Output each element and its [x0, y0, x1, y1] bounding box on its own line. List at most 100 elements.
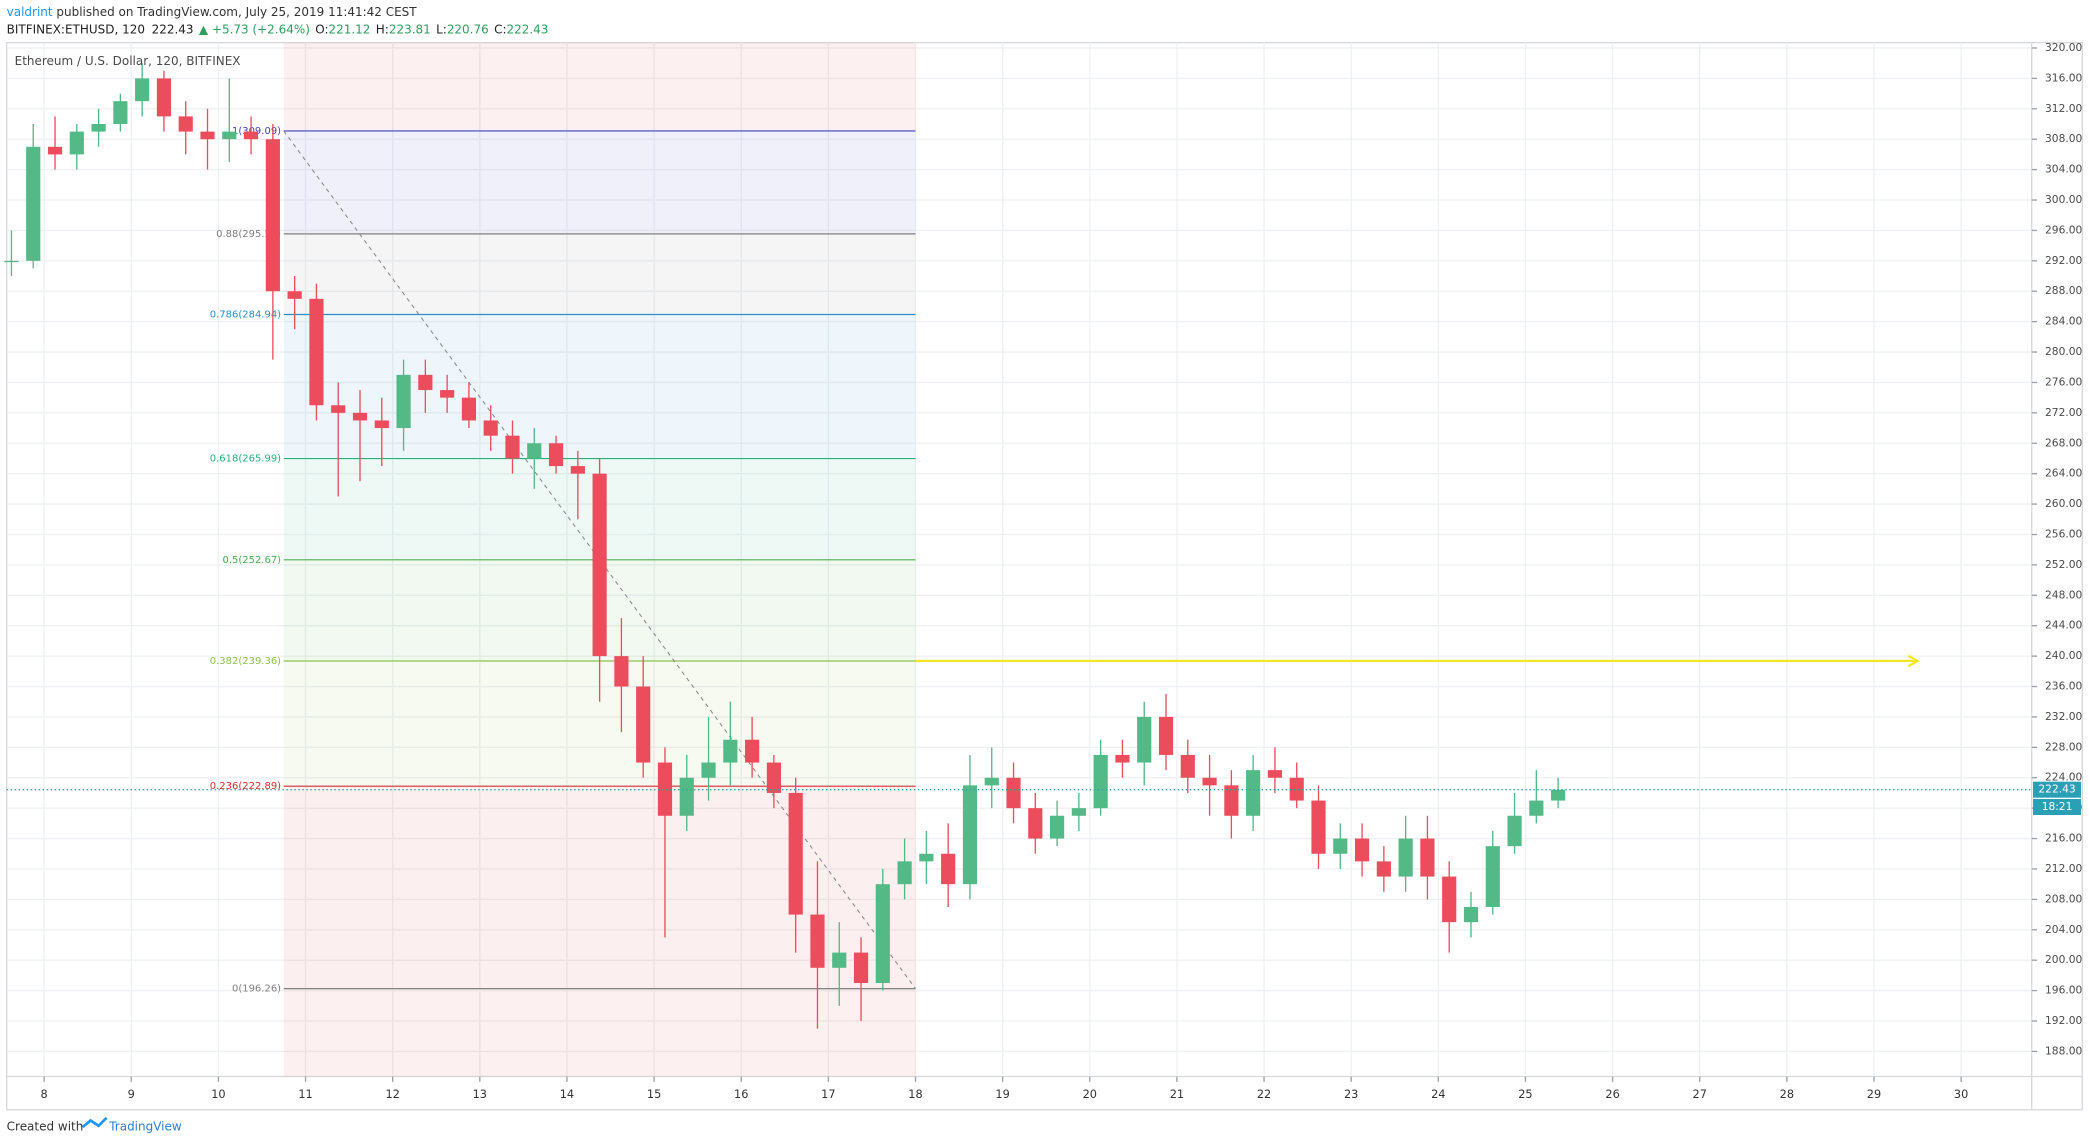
- candle-body: [1071, 808, 1086, 816]
- candle-body: [352, 412, 368, 421]
- fib-zone: [283, 988, 916, 1077]
- ohlc-value: 223.81: [389, 22, 431, 36]
- y-tick-label: 268.00: [2045, 436, 2082, 449]
- ohlc-key: C:: [494, 22, 506, 36]
- candle-body: [505, 435, 520, 459]
- fib-label: 0.88(295.55): [216, 229, 281, 240]
- candle-body: [1246, 770, 1261, 816]
- fib-label: 0.618(265.99): [210, 454, 281, 465]
- candle-body: [984, 777, 999, 786]
- y-tick-label: 240.00: [2045, 649, 2082, 662]
- publish-line: valdrint published on TradingView.com, J…: [7, 5, 418, 19]
- ohlc-key: O:: [315, 22, 328, 36]
- x-tick-label: 27: [1693, 1087, 1707, 1101]
- candle-body: [396, 374, 411, 429]
- candle-body: [897, 861, 912, 885]
- candle-body: [1202, 777, 1217, 786]
- y-tick-label: 224.00: [2045, 771, 2082, 784]
- quote-change: ▲ +5.73 (+2.64%): [199, 22, 310, 36]
- x-tick-label: 15: [647, 1087, 661, 1101]
- y-tick-label: 212.00: [2045, 862, 2082, 875]
- arrow-head: [1907, 654, 1920, 668]
- fib-label: 1(309.09): [232, 126, 281, 137]
- y-tick-label: 216.00: [2045, 832, 2082, 845]
- candle-body: [788, 792, 803, 915]
- publish-info: published on TradingView.com, July 25, 2…: [53, 5, 418, 19]
- y-tick-label: 276.00: [2045, 375, 2082, 388]
- candle-body: [265, 139, 280, 292]
- x-tick-label: 30: [1954, 1087, 1968, 1101]
- x-tick-label: 29: [1867, 1087, 1881, 1101]
- x-tick-label: 24: [1431, 1087, 1445, 1101]
- y-tick-label: 228.00: [2045, 740, 2082, 753]
- y-tick-label: 192.00: [2045, 1014, 2082, 1027]
- last-price-label: 222.43: [2038, 783, 2075, 796]
- footer-created: Created with: [7, 1120, 84, 1134]
- candle-body: [1333, 838, 1348, 854]
- x-tick-label: 16: [734, 1087, 748, 1101]
- candle-body: [679, 777, 694, 816]
- candle-body: [69, 131, 84, 155]
- y-tick-label: 252.00: [2045, 558, 2082, 571]
- y-tick-label: 188.00: [2045, 1044, 2082, 1057]
- y-tick-label: 288.00: [2045, 284, 2082, 297]
- candle-body: [440, 390, 455, 398]
- candle-body: [1420, 838, 1435, 877]
- candle-body: [156, 78, 172, 117]
- candle-body: [832, 952, 847, 968]
- ohlc-value: 221.12: [329, 22, 371, 36]
- last-price-box: [2033, 781, 2082, 798]
- y-tick-label: 196.00: [2045, 984, 2082, 997]
- y-tick-label: 248.00: [2045, 588, 2082, 601]
- candle-body: [222, 131, 237, 140]
- candle-body: [1289, 777, 1304, 801]
- fib-label: 0(196.26): [232, 984, 281, 995]
- candle-body: [135, 78, 150, 102]
- fib-zone: [283, 233, 916, 315]
- x-tick-label: 10: [211, 1087, 225, 1101]
- candle-body: [527, 443, 542, 459]
- candle-body: [461, 397, 477, 421]
- logo-icon: [81, 1116, 108, 1129]
- author: valdrint: [7, 5, 53, 19]
- y-tick-label: 300.00: [2045, 193, 2082, 206]
- candle-body: [570, 466, 585, 474]
- candle-body: [200, 131, 215, 140]
- candle-body: [919, 853, 934, 862]
- ohlc-value: 222.43: [506, 22, 548, 36]
- y-tick-label: 200.00: [2045, 953, 2082, 966]
- candle-body: [1398, 838, 1413, 877]
- y-tick-label: 312.00: [2045, 102, 2082, 115]
- y-tick-label: 280.00: [2045, 345, 2082, 358]
- candle-body: [1137, 716, 1152, 763]
- y-tick-label: 308.00: [2045, 132, 2082, 145]
- fib-label: 0.382(239.36): [210, 656, 281, 667]
- candle-body: [1311, 800, 1326, 854]
- ohlc-key: H:: [376, 22, 389, 36]
- y-tick-label: 264.00: [2045, 467, 2082, 480]
- fib-zone: [283, 42, 916, 131]
- candle-body: [1376, 861, 1391, 877]
- y-tick-label: 292.00: [2045, 254, 2082, 267]
- y-tick-label: 232.00: [2045, 710, 2082, 723]
- candle-body: [1158, 716, 1174, 755]
- fib-trend-line: [283, 130, 916, 989]
- candle-body: [374, 420, 389, 429]
- x-tick-label: 12: [385, 1087, 399, 1101]
- x-tick-label: 11: [298, 1087, 312, 1101]
- candle-body: [1267, 770, 1283, 778]
- y-tick-label: 208.00: [2045, 892, 2082, 905]
- candle-body: [810, 914, 825, 968]
- candle-body: [592, 473, 607, 657]
- candle-body: [309, 298, 324, 406]
- candle-body: [1180, 754, 1195, 778]
- x-tick-label: 26: [1605, 1087, 1619, 1101]
- candle-body: [113, 101, 128, 124]
- candle-body: [657, 762, 673, 816]
- x-tick-label: 20: [1083, 1087, 1097, 1101]
- candle-body: [287, 291, 302, 299]
- candle-body: [701, 762, 716, 778]
- candle-body: [1354, 838, 1370, 862]
- candle-body: [1442, 876, 1457, 923]
